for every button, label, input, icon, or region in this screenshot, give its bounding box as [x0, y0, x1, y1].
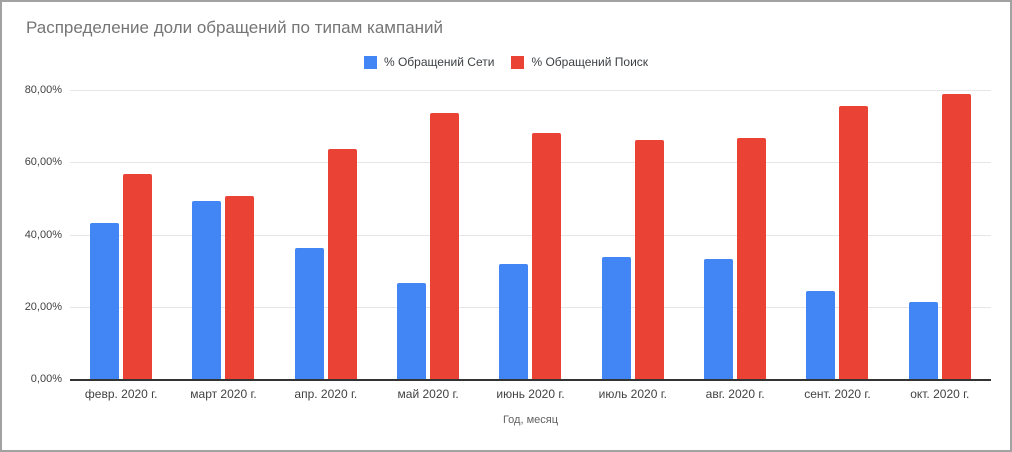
bar-network-5[interactable] — [499, 263, 529, 379]
bar-group — [70, 90, 172, 379]
bar-group — [889, 90, 991, 379]
bar-search-4[interactable] — [430, 113, 460, 379]
bar-group — [479, 90, 581, 379]
bar-group — [582, 90, 684, 379]
bar-network-3[interactable] — [294, 247, 324, 379]
gridline — [70, 162, 991, 164]
bar-network-4[interactable] — [397, 283, 427, 379]
legend-label: % Обращений Сети — [383, 55, 495, 69]
plot-area — [70, 90, 991, 381]
legend-swatch-network — [363, 55, 377, 69]
x-axis-tick-label: авг. 2020 г. — [705, 387, 765, 401]
bar-search-1[interactable] — [123, 174, 153, 379]
x-axis-tick-label: окт. 2020 г. — [910, 387, 970, 401]
x-axis-tick-label: февр. 2020 г. — [84, 387, 158, 401]
chart-legend: % Обращений Сети % Обращений Поиск — [2, 55, 1010, 69]
x-axis: февр. 2020 г. март 2020 г. апр. 2020 г. май… — [70, 387, 991, 401]
bar-network-2[interactable] — [192, 200, 222, 379]
bar-search-2[interactable] — [225, 195, 255, 379]
x-axis-tick-label: сент. 2020 г. — [804, 387, 871, 401]
bar-search-6[interactable] — [634, 140, 664, 379]
legend-item-search[interactable]: % Обращений Поиск — [511, 55, 648, 69]
legend-swatch-search — [511, 55, 525, 69]
x-axis-tick-label: июнь 2020 г. — [496, 387, 565, 401]
bar-network-9[interactable] — [908, 302, 938, 379]
bar-group — [377, 90, 479, 379]
bar-search-8[interactable] — [839, 105, 869, 379]
y-axis-tick-label: 40,00% — [24, 228, 62, 241]
y-axis-tick-label: 0,00% — [30, 373, 62, 385]
legend-item-network[interactable]: % Обращений Сети — [363, 55, 495, 69]
legend-label: % Обращений Поиск — [531, 55, 649, 69]
bar-network-1[interactable] — [90, 222, 120, 379]
y-axis-tick-label: 20,00% — [24, 300, 62, 313]
bar-search-7[interactable] — [737, 138, 767, 379]
x-axis-tick-label: март 2020 г. — [190, 387, 257, 401]
bar-search-3[interactable] — [327, 149, 357, 379]
bar-group — [275, 90, 377, 379]
bar-group — [786, 90, 888, 379]
bar-search-5[interactable] — [532, 133, 562, 379]
x-axis-tick-label: май 2020 г. — [397, 387, 459, 401]
gridline — [70, 234, 991, 236]
x-axis-title: Год, месяц — [502, 414, 559, 426]
bar-group — [684, 90, 786, 379]
bar-group — [172, 90, 274, 379]
bar-network-7[interactable] — [704, 258, 734, 379]
x-axis-tick-label: апр. 2020 г. — [294, 387, 358, 401]
y-axis-tick-label: 60,00% — [24, 156, 62, 169]
chart-title: Распределение доли обращений по типам ка… — [26, 18, 444, 37]
gridline — [70, 306, 991, 308]
bar-search-9[interactable] — [941, 94, 971, 379]
y-axis: 0,00% 20,00% 40,00% 60,00% 80,00% — [2, 84, 62, 385]
y-axis-tick-label: 80,00% — [24, 84, 62, 96]
bar-groups — [70, 90, 991, 379]
gridline — [70, 90, 991, 91]
bar-network-6[interactable] — [601, 256, 631, 379]
x-axis-tick-label: июль 2020 г. — [598, 387, 667, 401]
bar-network-8[interactable] — [806, 291, 836, 379]
